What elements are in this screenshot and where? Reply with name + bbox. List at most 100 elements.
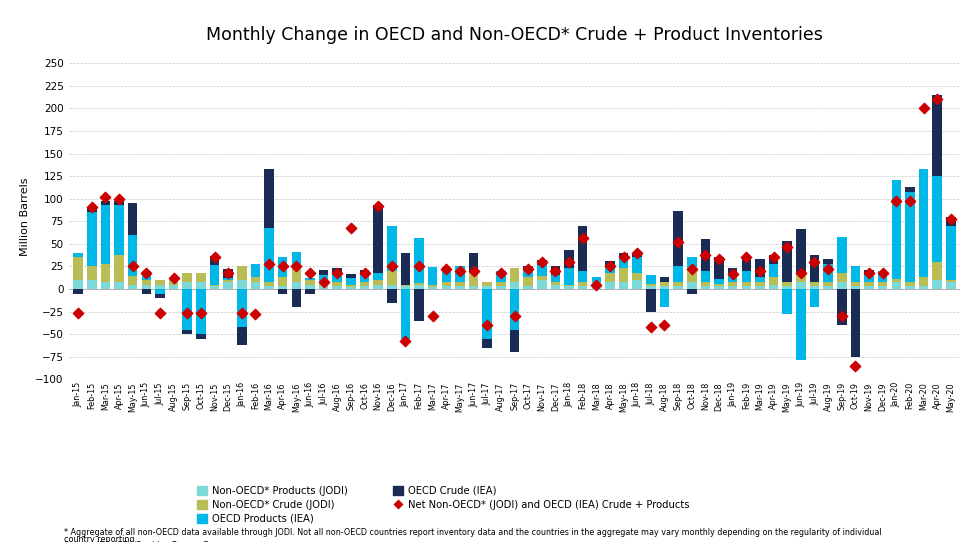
Bar — [332, 268, 342, 273]
Bar — [373, 205, 383, 273]
Bar — [128, 203, 137, 235]
Point — [943, 214, 958, 223]
Bar — [141, 280, 151, 285]
Point — [602, 262, 617, 271]
Bar — [141, 285, 151, 289]
Bar — [782, 241, 792, 282]
Bar — [851, 289, 860, 357]
Point — [779, 242, 795, 251]
Bar — [415, 285, 423, 289]
Bar — [892, 279, 901, 282]
Bar — [128, 285, 137, 289]
Point — [643, 322, 659, 331]
Point — [615, 253, 631, 262]
Bar — [592, 282, 601, 286]
Bar — [578, 226, 587, 271]
Bar — [278, 289, 287, 294]
Bar — [646, 289, 656, 312]
Bar — [428, 287, 437, 289]
Bar — [756, 278, 764, 282]
Bar — [523, 270, 533, 278]
Bar — [537, 275, 547, 280]
Bar — [428, 267, 437, 286]
Bar — [265, 282, 273, 286]
Bar — [292, 282, 301, 289]
Point — [152, 309, 168, 318]
Bar — [87, 280, 97, 289]
Bar — [265, 228, 273, 282]
Bar — [701, 240, 710, 271]
Bar — [578, 286, 587, 289]
Point — [493, 268, 509, 277]
Bar — [251, 278, 260, 282]
Text: country reporting.: country reporting. — [64, 535, 136, 542]
Point — [452, 267, 467, 275]
Bar — [346, 274, 356, 278]
Point — [329, 268, 345, 277]
Point — [412, 262, 427, 271]
Bar — [360, 286, 369, 289]
Bar — [237, 327, 247, 345]
Legend: Non-OECD* Products (JODI), Non-OECD* Crude (JODI), OECD Products (IEA), OECD Cru: Non-OECD* Products (JODI), Non-OECD* Cru… — [193, 482, 693, 528]
Bar — [660, 286, 669, 289]
Bar — [864, 270, 874, 275]
Bar — [251, 264, 260, 278]
Bar — [796, 229, 806, 273]
Bar — [769, 285, 778, 289]
Point — [262, 260, 277, 268]
Point — [534, 257, 550, 266]
Bar — [742, 271, 751, 282]
Bar — [756, 259, 764, 278]
Bar — [632, 280, 642, 289]
Point — [562, 257, 577, 266]
Bar — [769, 255, 778, 264]
Bar — [742, 257, 751, 271]
Bar — [196, 282, 206, 289]
Bar — [632, 273, 642, 280]
Bar — [742, 286, 751, 289]
Bar — [564, 268, 574, 285]
Point — [193, 309, 209, 318]
Bar — [360, 275, 369, 282]
Bar — [878, 271, 888, 282]
Bar — [468, 273, 478, 286]
Bar — [687, 268, 697, 282]
Bar — [387, 289, 397, 302]
Bar — [701, 282, 710, 286]
Bar — [387, 285, 397, 289]
Bar — [919, 169, 928, 278]
Point — [929, 95, 945, 104]
Bar — [265, 169, 273, 228]
Bar — [728, 268, 737, 273]
Bar — [864, 286, 874, 289]
Bar — [128, 235, 137, 275]
Bar — [496, 286, 506, 289]
Bar — [455, 282, 465, 286]
Bar — [919, 286, 928, 289]
Bar — [373, 285, 383, 289]
Point — [588, 280, 604, 289]
Bar — [796, 289, 806, 359]
Bar — [442, 286, 451, 289]
Bar — [823, 282, 833, 286]
Point — [316, 278, 331, 286]
Bar — [851, 286, 860, 289]
Bar — [878, 282, 888, 286]
Bar — [756, 286, 764, 289]
Bar — [101, 205, 110, 264]
Bar — [687, 257, 697, 268]
Bar — [87, 267, 97, 280]
Bar — [796, 273, 806, 282]
Bar — [564, 250, 574, 268]
Y-axis label: Million Barrels: Million Barrels — [20, 178, 29, 256]
Bar — [742, 282, 751, 286]
Bar — [128, 275, 137, 285]
Bar — [387, 271, 397, 285]
Bar — [632, 256, 642, 273]
Bar — [115, 205, 123, 255]
Bar — [360, 282, 369, 286]
Point — [575, 233, 591, 242]
Bar — [292, 289, 301, 307]
Bar — [564, 286, 574, 289]
Point — [889, 196, 905, 205]
